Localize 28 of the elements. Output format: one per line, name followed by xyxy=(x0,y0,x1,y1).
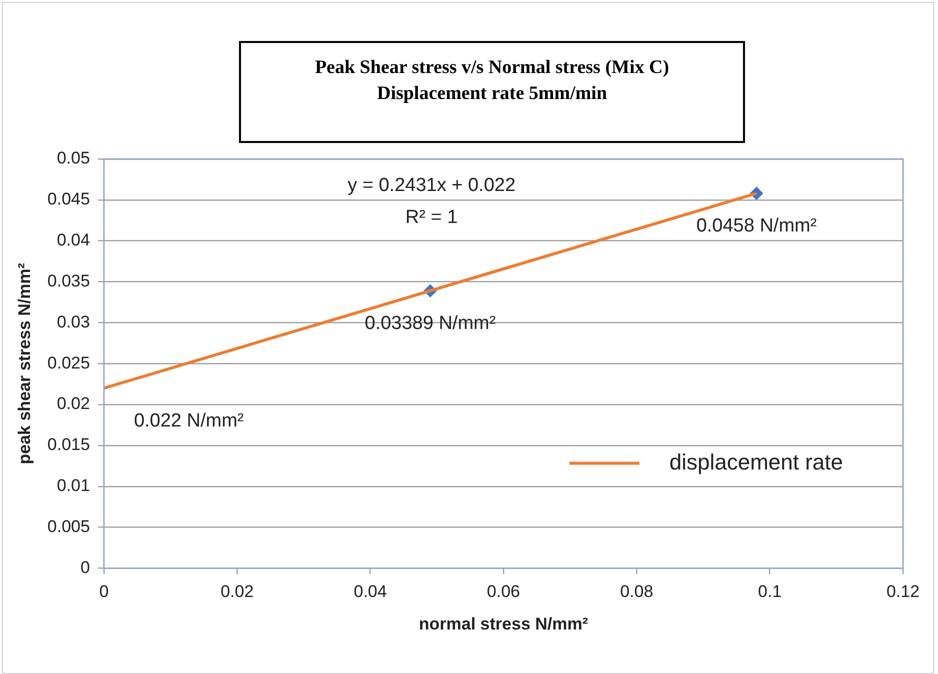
y-tick-label: 0.01 xyxy=(56,476,90,496)
y-tick-label: 0.045 xyxy=(47,190,90,209)
y-tick-label: 0.015 xyxy=(47,435,90,454)
y-tick-label: 0.04 xyxy=(56,230,90,250)
x-tick-label: 0.02 xyxy=(220,582,254,602)
x-tick-label: 0.04 xyxy=(354,582,387,602)
x-tick-label: 0 xyxy=(99,582,109,602)
y-tick-label: 0.02 xyxy=(56,394,90,414)
annotation: 0.03389 N/mm² xyxy=(364,313,496,334)
x-tick-label: 0.1 xyxy=(758,582,782,602)
y-axis-title: peak shear stress N/mm² xyxy=(14,262,34,464)
legend-label: displacement rate xyxy=(669,449,844,474)
y-tick-label: 0.025 xyxy=(47,353,90,372)
annotation: R² = 1 xyxy=(405,207,458,228)
y-tick-label: 0.05 xyxy=(56,148,90,168)
chart-title: Peak Shear stress v/s Normal stress (Mix C) xyxy=(314,56,670,80)
x-tick-label: 0.08 xyxy=(620,582,654,602)
x-axis-title: normal stress N/mm² xyxy=(418,614,588,634)
annotation: 0.0458 N/mm² xyxy=(696,216,817,237)
x-tick-label: 0.12 xyxy=(886,582,920,602)
annotation: y = 0.2431x + 0.022 xyxy=(348,175,516,196)
y-tick-label: 0.005 xyxy=(47,516,90,536)
x-tick-label: 0.06 xyxy=(486,582,520,602)
y-tick-label: 0.035 xyxy=(47,271,90,290)
annotation: 0.022 N/mm² xyxy=(134,410,244,432)
y-tick-label: 0.03 xyxy=(56,312,90,332)
y-tick-label: 0 xyxy=(80,558,90,577)
chart-subtitle: Displacement rate 5mm/min xyxy=(376,82,608,106)
